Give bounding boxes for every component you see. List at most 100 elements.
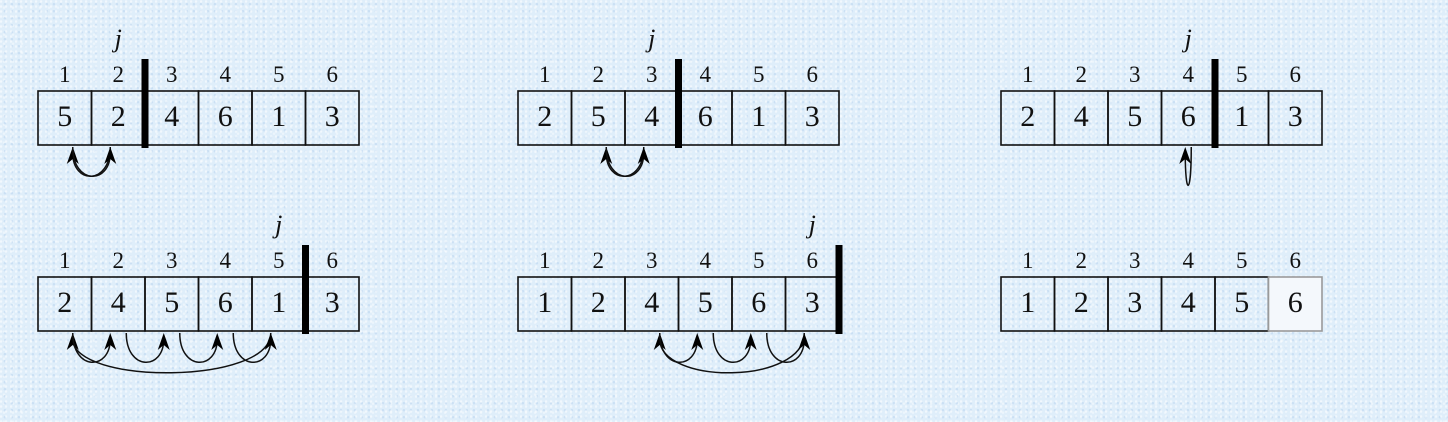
cell-value: 6 [1288, 286, 1303, 319]
index-label: 4 [220, 248, 232, 273]
index-label: 2 [1076, 62, 1088, 87]
move-arc [232, 332, 272, 363]
arrowhead-icon [104, 147, 117, 164]
cell-value: 5 [591, 100, 606, 133]
index-label: 6 [1290, 248, 1302, 273]
index-label: 4 [220, 62, 232, 87]
cell-value: 5 [57, 100, 72, 133]
move-arc [712, 332, 752, 363]
cell-value: 1 [271, 100, 286, 133]
array-panel-6: 1 2 3 4 5 6 1 2 3 4 5 6 [1000, 248, 1323, 332]
index-label: 1 [1022, 62, 1034, 87]
index-label: 6 [327, 248, 339, 273]
index-label: 1 [59, 62, 71, 87]
cell-value: 5 [1234, 286, 1249, 319]
cell-value: 6 [1181, 100, 1196, 133]
cell-value: 1 [751, 100, 766, 133]
cell-value: 6 [218, 286, 233, 319]
move-arc [766, 332, 805, 363]
array-cell [1267, 276, 1323, 332]
arrowhead-icon [211, 333, 224, 350]
arrowhead-icon [798, 333, 811, 350]
move-arc [659, 332, 698, 363]
index-label: 5 [1236, 248, 1248, 273]
array-panel-5: 1 2 3 4 5 6 1 2 4 5 6 3 j [517, 210, 843, 374]
index-label: 6 [807, 248, 819, 273]
cell-value: 4 [644, 286, 659, 319]
array-panel-1: 1 2 3 4 5 6 5 2 4 6 1 3 j [37, 24, 360, 177]
index-label: 2 [593, 248, 605, 273]
cell-value: 1 [1234, 100, 1249, 133]
index-label: 6 [807, 62, 819, 87]
cell-value: 6 [218, 100, 233, 133]
cell-value: 3 [805, 286, 820, 319]
index-label: 1 [59, 248, 71, 273]
index-label: 3 [1129, 62, 1141, 87]
cell-value: 4 [644, 100, 659, 133]
cell-value: 4 [1074, 100, 1089, 133]
j-marker-label: j [272, 210, 282, 239]
index-label: 3 [166, 62, 178, 87]
cell-value: 1 [537, 286, 552, 319]
index-label: 3 [166, 248, 178, 273]
cell-value: 2 [111, 100, 126, 133]
index-label: 2 [593, 62, 605, 87]
cell-value: 1 [1020, 286, 1035, 319]
index-label: 3 [1129, 248, 1141, 273]
j-marker-label: j [1182, 24, 1192, 53]
index-label: 4 [1183, 248, 1195, 273]
arrowhead-icon [637, 147, 650, 164]
move-arc [72, 146, 111, 177]
move-arc [72, 146, 111, 177]
array-panel-3: 1 2 3 4 5 6 2 4 5 6 1 3 j [1000, 24, 1323, 186]
arrowhead-icon [264, 333, 277, 350]
move-arc [605, 146, 645, 177]
cell-value: 5 [164, 286, 179, 319]
arrowhead-icon [1179, 147, 1192, 164]
cell-value: 3 [1127, 286, 1142, 319]
arrowhead-icon [157, 333, 170, 350]
cell-value: 4 [164, 100, 179, 133]
cell-value: 3 [1288, 100, 1303, 133]
cell-value: 1 [271, 286, 286, 319]
cell-value: 2 [591, 286, 606, 319]
j-marker-label: j [645, 24, 655, 53]
index-label: 4 [1183, 62, 1195, 87]
cell-value: 6 [698, 100, 713, 133]
array-panel-4: 1 2 3 4 5 6 2 4 5 6 1 3 j [37, 210, 360, 374]
cell-value: 6 [751, 286, 766, 319]
move-arc [125, 332, 165, 363]
move-arc [605, 146, 645, 177]
index-label: 2 [113, 62, 125, 87]
cell-value: 4 [1181, 286, 1196, 319]
index-label: 5 [753, 248, 765, 273]
cell-value: 3 [805, 100, 820, 133]
index-label: 5 [273, 62, 285, 87]
index-label: 3 [646, 248, 658, 273]
move-arc [72, 332, 111, 363]
cell-value: 2 [1020, 100, 1035, 133]
index-label: 5 [1236, 62, 1248, 87]
arrowhead-icon [691, 333, 704, 350]
cell-value: 5 [698, 286, 713, 319]
index-label: 1 [539, 62, 551, 87]
cell-value: 3 [325, 100, 340, 133]
array-cell [784, 90, 840, 146]
index-label: 2 [1076, 248, 1088, 273]
index-label: 6 [1290, 62, 1302, 87]
index-label: 5 [753, 62, 765, 87]
j-marker-label: j [806, 210, 816, 239]
move-arc [1184, 146, 1192, 186]
cell-value: 2 [537, 100, 552, 133]
arrowhead-icon [104, 333, 117, 350]
array-cell [1267, 90, 1323, 146]
array-cell [304, 90, 360, 146]
arrowhead-icon [744, 333, 757, 350]
index-label: 3 [646, 62, 658, 87]
index-label: 1 [1022, 248, 1034, 273]
index-label: 4 [700, 248, 712, 273]
index-label: 5 [273, 248, 285, 273]
j-marker-label: j [112, 24, 122, 53]
cell-value: 2 [1074, 286, 1089, 319]
